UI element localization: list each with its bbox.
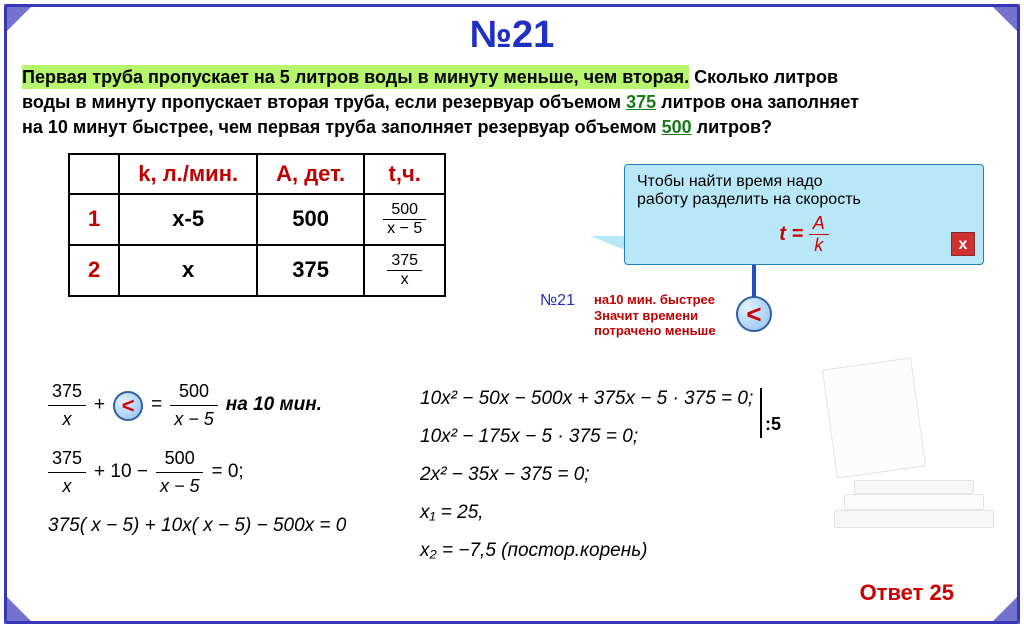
divide-by-5: :5 (765, 414, 781, 435)
note-ref: №21 (540, 292, 575, 310)
close-icon[interactable]: x (951, 232, 975, 256)
hint-callout: Чтобы найти время надо работу разделить … (624, 164, 984, 265)
note-faster: на10 мин. быстрее Значит времени потраче… (594, 292, 716, 339)
less-than-bubble: < (113, 391, 143, 421)
answer: Ответ 25 (860, 580, 954, 606)
books-decor (824, 388, 1004, 528)
hint-line2: работу разделить на скорость (637, 191, 971, 209)
eq-root2: x₂ = −7,5 (постор.корень) (420, 532, 753, 570)
eq-line: 10x² − 175x − 5 · 375 = 0; (420, 418, 753, 456)
less-than-bubble: < (736, 296, 772, 332)
eq-line: 10x² − 50x − 500x + 375x − 5 · 375 = 0; (420, 380, 753, 418)
hint-line1: Чтобы найти время надо (637, 173, 971, 191)
divider-line (760, 388, 762, 438)
equation-setup: 375x + < = 500x − 5 на 10 мин. 375x + 10… (48, 378, 346, 553)
eq-root1: x₁ = 25, (420, 494, 753, 532)
hint-formula: t = Ak (637, 213, 971, 256)
eq-line: 2x² − 35x − 375 = 0; (420, 456, 753, 494)
eq-expanded: 375( x − 5) + 10x( x − 5) − 500x = 0 (48, 512, 346, 541)
equation-solving: 10x² − 50x − 500x + 375x − 5 · 375 = 0; … (420, 380, 753, 570)
